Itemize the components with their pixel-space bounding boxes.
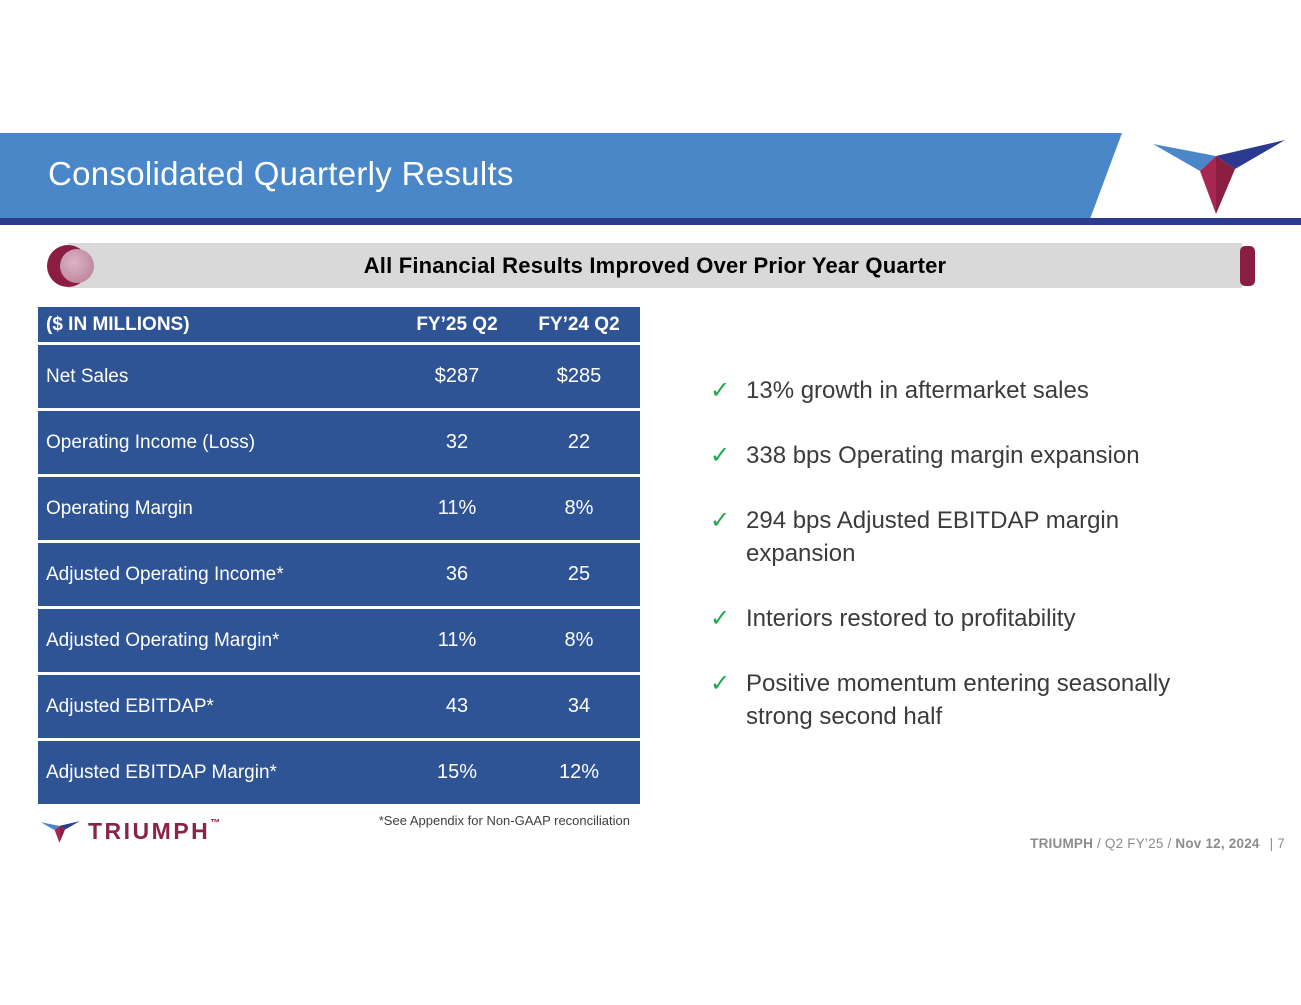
row-fy25-value: 11% [437,497,477,519]
trademark-symbol: ™ [210,818,221,829]
row-fy25-value: 15% [436,761,478,783]
row-fy24-value: 8% [564,629,594,651]
checkmark-icon: ✓ [710,507,731,534]
list-item: ✓ 294 bps Adjusted EBITDAP margin expans… [710,504,1172,570]
row-fy24-value: 12% [558,761,600,783]
list-item-text: 338 bps Operating margin expansion [746,442,1140,469]
table-row: Adjusted EBITDAP Margin* 15% 12% [38,741,640,804]
triumph-logo-icon [1153,140,1285,214]
banner-ornament-icon [47,245,94,287]
table-row: Operating Margin 11% 8% [38,477,640,540]
highlights-list: ✓ 13% growth in aftermarket sales ✓ 338 … [710,374,1172,765]
triumph-logo-small-icon [40,820,80,843]
checkmark-icon: ✓ [710,605,731,632]
checkmark-icon: ✓ [710,377,731,404]
footer-brand-name: TRIUMPH™ [88,818,221,844]
row-label: Adjusted Operating Margin* [46,629,280,651]
table-row: Operating Income (Loss) 32 22 [38,411,640,474]
row-fy24-value: 22 [567,431,591,453]
checkmark-icon: ✓ [710,442,731,469]
row-fy24-value: 34 [567,695,591,717]
footer-meta: TRIUMPH / Q2 FY’25 / Nov 12, 2024 | 7 [1030,836,1285,851]
list-item-text: Interiors restored to profitability [746,605,1076,632]
row-fy25-value: 32 [445,431,469,453]
list-item: ✓ Interiors restored to profitability [710,602,1172,635]
row-label: Operating Margin [46,497,193,519]
row-label: Adjusted Operating Income* [46,563,284,585]
row-fy24-value: $285 [556,365,602,387]
header-band: Consolidated Quarterly Results [0,133,1122,219]
row-fy25-value: 36 [445,563,469,585]
footer-meta-brand: TRIUMPH [1030,836,1094,851]
row-fy25-value: 43 [445,695,469,717]
checkmark-icon: ✓ [710,670,731,697]
row-fy24-value: 25 [567,563,591,585]
table-row: Adjusted Operating Margin* 11% 8% [38,609,640,672]
table-header-label: ($ IN MILLIONS) [46,313,190,335]
row-label: Operating Income (Loss) [46,431,256,453]
list-item: ✓ Positive momentum entering seasonally … [710,667,1172,733]
key-message-banner: All Financial Results Improved Over Prio… [68,243,1242,288]
header-divider [0,218,1301,225]
table-row: Adjusted Operating Income* 36 25 [38,543,640,606]
footer-meta-date: Nov 12, 2024 [1175,836,1260,851]
financial-table: ($ IN MILLIONS) FY’25 Q2 FY’24 Q2 Net Sa… [38,307,640,828]
table-row: Net Sales $287 $285 [38,345,640,408]
footer-brand-logo: TRIUMPH™ [40,818,220,845]
table-footnote: *See Appendix for Non-GAAP reconciliatio… [378,813,630,828]
banner-ornament-inner [60,249,94,283]
list-item-text: Positive momentum entering seasonally st… [746,670,1171,730]
row-fy25-value: 11% [437,629,477,651]
table-header-fy25: FY’25 Q2 [416,313,498,335]
list-item-text: 294 bps Adjusted EBITDAP margin expansio… [746,507,1120,567]
key-message-text: All Financial Results Improved Over Prio… [363,252,947,278]
row-fy25-value: $287 [434,365,480,387]
table-header-row: ($ IN MILLIONS) FY’25 Q2 FY’24 Q2 [38,307,640,342]
page-number: | 7 [1269,836,1285,851]
row-label: Adjusted EBITDAP* [46,695,214,717]
banner-endcap [1240,246,1255,286]
table-header-fy24: FY’24 Q2 [538,313,620,335]
row-fy24-value: 8% [564,497,594,519]
row-label: Net Sales [46,365,129,387]
footer-meta-quarter: / Q2 FY’25 / [1093,836,1176,851]
table-row: Adjusted EBITDAP* 43 34 [38,675,640,738]
page-title: Consolidated Quarterly Results [48,155,514,192]
list-item: ✓ 338 bps Operating margin expansion [710,439,1172,472]
row-label: Adjusted EBITDAP Margin* [46,761,277,783]
list-item: ✓ 13% growth in aftermarket sales [710,374,1172,407]
list-item-text: 13% growth in aftermarket sales [746,377,1089,404]
